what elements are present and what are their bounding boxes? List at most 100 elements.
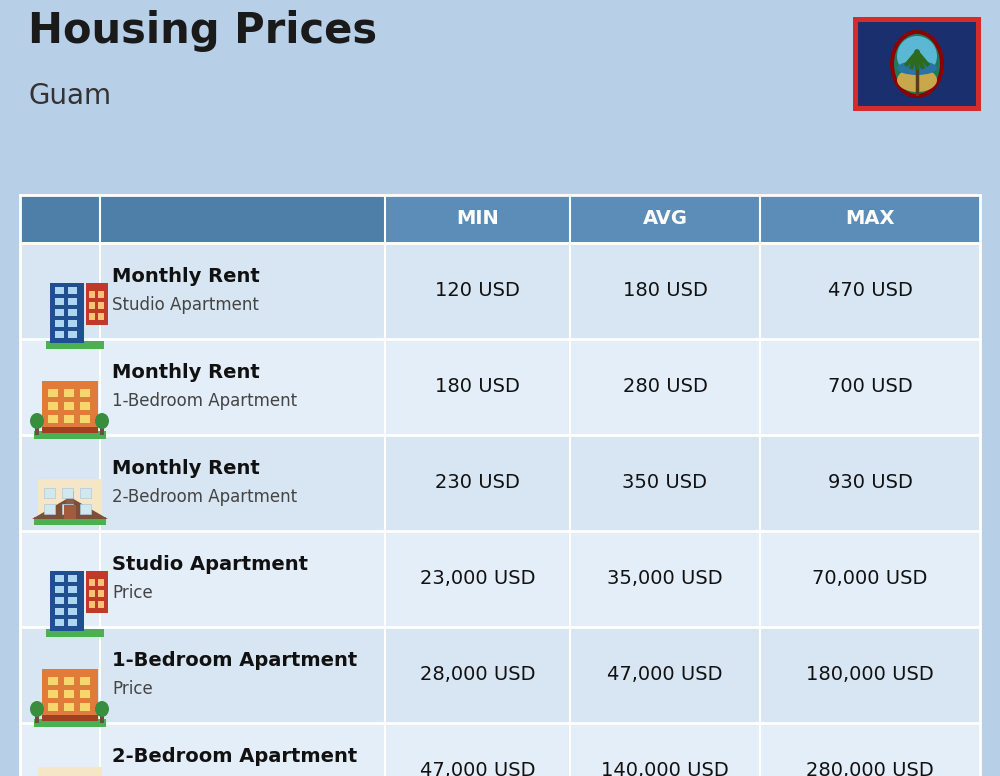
Ellipse shape bbox=[30, 413, 44, 429]
FancyBboxPatch shape bbox=[55, 575, 64, 582]
FancyBboxPatch shape bbox=[20, 339, 980, 435]
FancyBboxPatch shape bbox=[89, 291, 95, 298]
Text: Monthly Rent: Monthly Rent bbox=[112, 363, 260, 383]
Text: Monthly Rent: Monthly Rent bbox=[112, 268, 260, 286]
FancyBboxPatch shape bbox=[64, 389, 74, 397]
FancyBboxPatch shape bbox=[68, 575, 77, 582]
FancyBboxPatch shape bbox=[98, 601, 104, 608]
Text: 2-Bedroom Apartment: 2-Bedroom Apartment bbox=[112, 488, 297, 506]
Text: MIN: MIN bbox=[456, 210, 499, 228]
Ellipse shape bbox=[95, 701, 109, 717]
Ellipse shape bbox=[890, 30, 944, 98]
FancyBboxPatch shape bbox=[48, 677, 58, 685]
FancyBboxPatch shape bbox=[20, 531, 980, 627]
Text: 23,000 USD: 23,000 USD bbox=[420, 570, 535, 588]
FancyBboxPatch shape bbox=[50, 283, 84, 343]
FancyBboxPatch shape bbox=[89, 601, 95, 608]
FancyBboxPatch shape bbox=[34, 431, 106, 439]
FancyBboxPatch shape bbox=[20, 195, 385, 243]
FancyBboxPatch shape bbox=[100, 713, 104, 723]
FancyBboxPatch shape bbox=[34, 517, 106, 525]
Ellipse shape bbox=[30, 701, 44, 717]
FancyBboxPatch shape bbox=[20, 243, 980, 339]
FancyBboxPatch shape bbox=[46, 629, 104, 637]
FancyBboxPatch shape bbox=[55, 597, 64, 604]
FancyBboxPatch shape bbox=[68, 309, 77, 316]
Text: Studio Apartment: Studio Apartment bbox=[112, 556, 308, 574]
Text: 180 USD: 180 USD bbox=[435, 377, 520, 397]
FancyBboxPatch shape bbox=[68, 608, 77, 615]
Text: 930 USD: 930 USD bbox=[828, 473, 912, 493]
FancyBboxPatch shape bbox=[35, 713, 39, 723]
FancyBboxPatch shape bbox=[55, 586, 64, 593]
FancyBboxPatch shape bbox=[64, 505, 76, 519]
Text: 47,000 USD: 47,000 USD bbox=[607, 666, 723, 684]
Text: 2-Bedroom Apartment: 2-Bedroom Apartment bbox=[112, 747, 357, 767]
FancyBboxPatch shape bbox=[86, 571, 108, 613]
FancyBboxPatch shape bbox=[20, 195, 980, 243]
FancyBboxPatch shape bbox=[89, 313, 95, 320]
FancyBboxPatch shape bbox=[80, 504, 91, 514]
FancyBboxPatch shape bbox=[80, 415, 90, 423]
FancyBboxPatch shape bbox=[20, 627, 980, 723]
FancyBboxPatch shape bbox=[55, 320, 64, 327]
Ellipse shape bbox=[897, 36, 937, 76]
FancyBboxPatch shape bbox=[98, 313, 104, 320]
FancyBboxPatch shape bbox=[42, 381, 98, 433]
FancyBboxPatch shape bbox=[55, 608, 64, 615]
FancyBboxPatch shape bbox=[80, 690, 90, 698]
FancyBboxPatch shape bbox=[38, 767, 102, 776]
FancyBboxPatch shape bbox=[80, 677, 90, 685]
FancyBboxPatch shape bbox=[68, 320, 77, 327]
Text: MAX: MAX bbox=[845, 210, 895, 228]
FancyBboxPatch shape bbox=[68, 586, 77, 593]
Text: 350 USD: 350 USD bbox=[622, 473, 708, 493]
Text: 180 USD: 180 USD bbox=[623, 282, 707, 300]
FancyBboxPatch shape bbox=[100, 425, 104, 435]
FancyBboxPatch shape bbox=[89, 302, 95, 309]
FancyBboxPatch shape bbox=[42, 669, 98, 721]
FancyBboxPatch shape bbox=[38, 479, 102, 519]
Ellipse shape bbox=[897, 61, 937, 75]
Text: 700 USD: 700 USD bbox=[828, 377, 912, 397]
Text: 28,000 USD: 28,000 USD bbox=[420, 666, 535, 684]
Text: Price: Price bbox=[112, 680, 153, 698]
FancyBboxPatch shape bbox=[64, 677, 74, 685]
FancyBboxPatch shape bbox=[80, 703, 90, 711]
Text: 1-Bedroom Apartment: 1-Bedroom Apartment bbox=[112, 392, 297, 410]
FancyBboxPatch shape bbox=[20, 723, 980, 776]
Text: 180,000 USD: 180,000 USD bbox=[806, 666, 934, 684]
Text: Price: Price bbox=[112, 584, 153, 602]
Text: Guam: Guam bbox=[28, 82, 111, 110]
FancyBboxPatch shape bbox=[64, 690, 74, 698]
Text: Monthly Rent: Monthly Rent bbox=[112, 459, 260, 479]
FancyBboxPatch shape bbox=[55, 309, 64, 316]
FancyBboxPatch shape bbox=[853, 17, 981, 111]
FancyBboxPatch shape bbox=[62, 504, 73, 514]
FancyBboxPatch shape bbox=[98, 302, 104, 309]
FancyBboxPatch shape bbox=[68, 331, 77, 338]
FancyBboxPatch shape bbox=[89, 579, 95, 586]
FancyBboxPatch shape bbox=[64, 415, 74, 423]
FancyBboxPatch shape bbox=[55, 331, 64, 338]
FancyBboxPatch shape bbox=[64, 703, 74, 711]
FancyBboxPatch shape bbox=[50, 571, 84, 631]
FancyBboxPatch shape bbox=[48, 402, 58, 410]
FancyBboxPatch shape bbox=[48, 389, 58, 397]
Text: AVG: AVG bbox=[642, 210, 688, 228]
FancyBboxPatch shape bbox=[858, 22, 976, 106]
FancyBboxPatch shape bbox=[35, 425, 39, 435]
Text: 140,000 USD: 140,000 USD bbox=[601, 761, 729, 776]
FancyBboxPatch shape bbox=[98, 579, 104, 586]
FancyBboxPatch shape bbox=[68, 619, 77, 626]
FancyBboxPatch shape bbox=[44, 488, 55, 498]
FancyBboxPatch shape bbox=[80, 389, 90, 397]
Text: 230 USD: 230 USD bbox=[435, 473, 520, 493]
Text: 1-Bedroom Apartment: 1-Bedroom Apartment bbox=[112, 652, 357, 670]
Text: 280,000 USD: 280,000 USD bbox=[806, 761, 934, 776]
FancyBboxPatch shape bbox=[55, 619, 64, 626]
Text: Housing Prices: Housing Prices bbox=[28, 10, 377, 52]
FancyBboxPatch shape bbox=[48, 690, 58, 698]
FancyBboxPatch shape bbox=[86, 283, 108, 325]
FancyBboxPatch shape bbox=[48, 415, 58, 423]
